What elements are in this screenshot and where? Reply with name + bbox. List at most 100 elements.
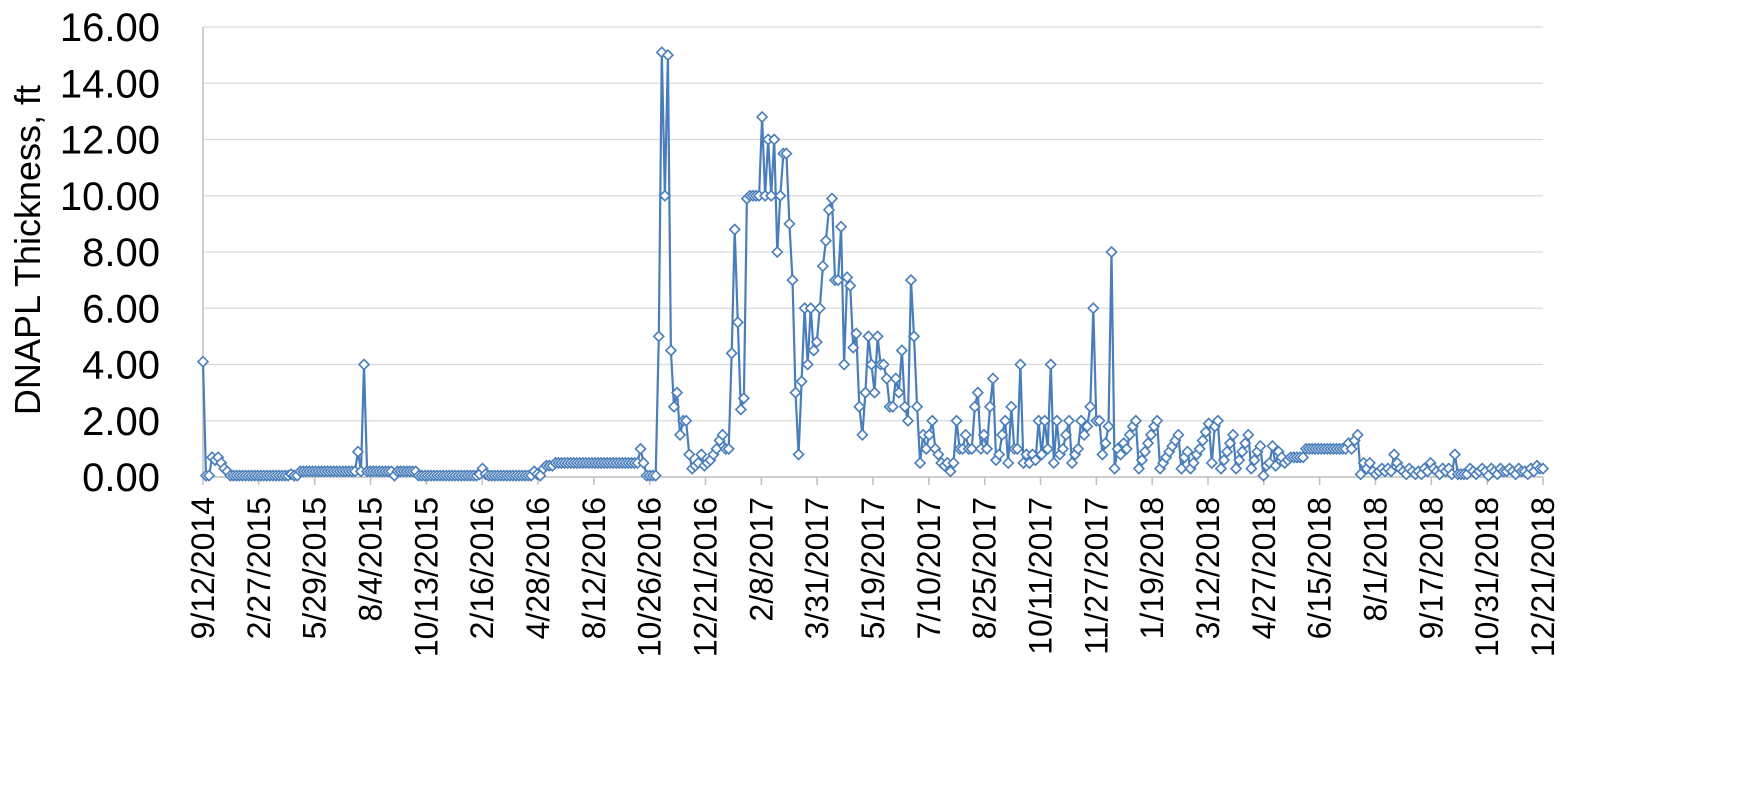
- data-point: [898, 400, 912, 413]
- data-point: [859, 386, 872, 399]
- data-point: [1236, 445, 1249, 458]
- data-point: [734, 403, 747, 416]
- y-tick-label: 6.00: [82, 287, 160, 331]
- data-point: [1226, 428, 1240, 441]
- y-tick-label: 4.00: [82, 344, 160, 388]
- data-point: [986, 372, 1000, 385]
- x-tick-label: 9/12/2014: [185, 497, 221, 639]
- data-point: [1087, 302, 1100, 315]
- y-tick-label: 2.00: [82, 400, 160, 444]
- x-tick-label: 11/27/2017: [1078, 497, 1114, 655]
- data-point: [1211, 414, 1225, 427]
- data-point: [838, 358, 851, 371]
- data-point: [1172, 428, 1185, 441]
- data-point: [1536, 462, 1550, 475]
- data-point: [1245, 462, 1258, 475]
- data-point: [1050, 414, 1063, 427]
- data-point: [813, 302, 826, 315]
- data-point: [649, 469, 662, 482]
- data-point: [1199, 425, 1212, 439]
- x-tick-label: 10/13/2015: [408, 497, 444, 657]
- data-point: [695, 448, 708, 461]
- x-tick-label: 2/8/2017: [743, 497, 779, 622]
- data-point: [661, 48, 675, 62]
- data-point: [722, 442, 735, 456]
- data-point: [926, 414, 939, 427]
- data-point: [804, 302, 817, 315]
- data-point: [1181, 445, 1194, 458]
- data-point: [737, 392, 750, 405]
- data-point: [907, 330, 921, 343]
- data-point: [992, 448, 1006, 461]
- data-point: [664, 344, 678, 357]
- x-tick-label: 10/31/2018: [1469, 497, 1505, 657]
- x-tick-label: 4/28/2016: [520, 497, 556, 639]
- axes: [202, 27, 1544, 485]
- data-point: [847, 341, 860, 354]
- data-point: [1296, 451, 1310, 464]
- data-point: [1093, 414, 1106, 427]
- data-point: [844, 279, 857, 292]
- data-point: [634, 442, 647, 456]
- data-point: [850, 327, 863, 340]
- data-point: [1217, 453, 1231, 467]
- data-point: [886, 400, 899, 413]
- data-point: [792, 448, 805, 461]
- data-point: [716, 428, 729, 441]
- data-point: [1351, 428, 1364, 441]
- data-point: [819, 234, 833, 247]
- data-point: [968, 400, 981, 413]
- data-point: [1029, 453, 1042, 467]
- y-tick-label: 16.00: [60, 6, 160, 50]
- data-point: [1242, 428, 1255, 441]
- data-point: [1099, 437, 1112, 450]
- data-point: [1220, 445, 1234, 458]
- data-point: [1081, 420, 1094, 433]
- data-point: [786, 273, 799, 287]
- x-tick-label: 5/19/2017: [855, 497, 891, 639]
- x-tick-label: 7/10/2017: [911, 497, 947, 639]
- x-tick-label: 8/12/2016: [576, 497, 612, 639]
- data-point: [652, 330, 665, 343]
- data-point: [679, 414, 693, 427]
- data-point: [202, 469, 216, 482]
- data-point: [923, 428, 936, 441]
- x-tick-label: 8/25/2017: [967, 497, 1003, 639]
- data-point: [783, 217, 796, 231]
- data-point: [983, 400, 997, 413]
- x-tick-label: 12/21/2016: [688, 497, 724, 657]
- data-point: [795, 375, 808, 388]
- x-tick-label: 12/21/2018: [1525, 497, 1561, 657]
- data-point: [1135, 453, 1149, 467]
- data-point: [1363, 456, 1376, 470]
- data-point: [1056, 442, 1070, 456]
- data-point: [801, 358, 814, 371]
- data-point: [950, 414, 963, 427]
- data-point: [1214, 462, 1228, 475]
- data-point: [728, 223, 741, 236]
- data-point: [1011, 442, 1024, 456]
- data-point: [889, 372, 902, 385]
- data-point: [1105, 245, 1118, 259]
- data-point: [1038, 414, 1051, 427]
- y-tick-label: 8.00: [82, 231, 160, 275]
- x-axis-tick-labels: 9/12/2014 2/27/2015 5/29/2015 8/4/2015 10/13…: [185, 497, 1561, 657]
- data-point: [637, 456, 650, 470]
- data-point: [999, 414, 1012, 427]
- data-point: [904, 273, 918, 287]
- data-point: [1345, 442, 1358, 456]
- data-point: [1123, 428, 1136, 441]
- data-point: [768, 133, 781, 146]
- data-point: [1002, 456, 1015, 470]
- data-point: [1114, 448, 1127, 461]
- data-point: [841, 271, 854, 284]
- data-point: [196, 355, 210, 368]
- data-point: [1096, 448, 1109, 461]
- data-point: [1005, 400, 1018, 413]
- data-point: [667, 400, 681, 413]
- data-point: [1384, 465, 1398, 478]
- data-point: [1120, 442, 1133, 456]
- data-point: [774, 189, 787, 202]
